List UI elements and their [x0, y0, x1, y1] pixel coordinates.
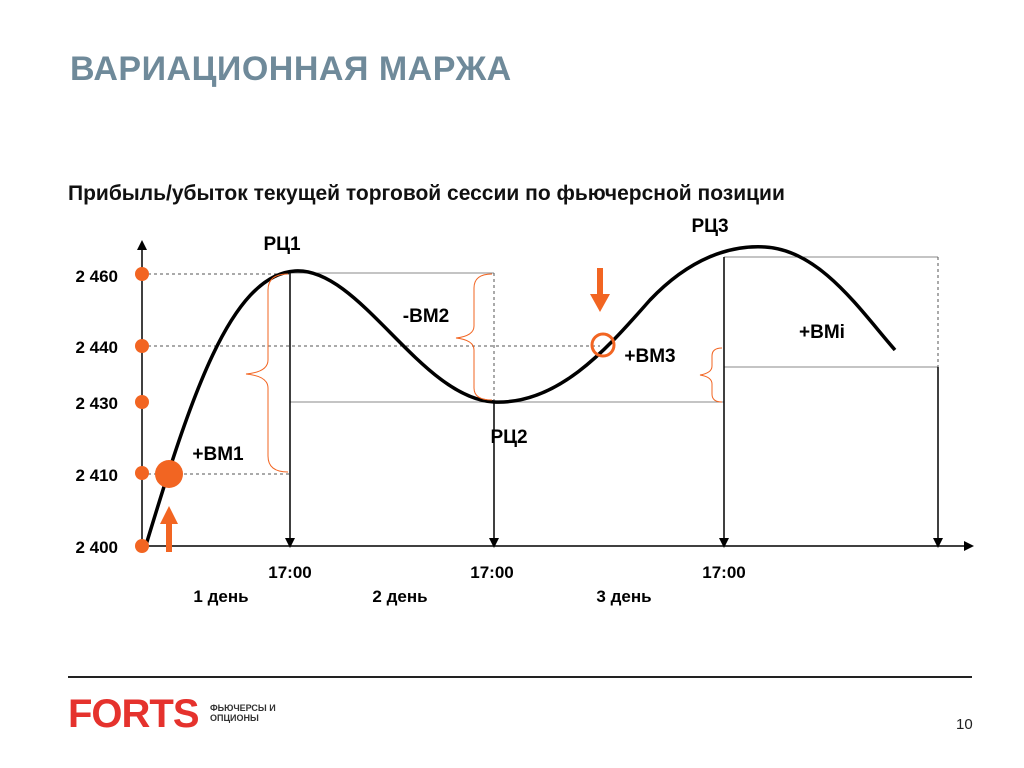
- x-tick-3: 17:00: [702, 563, 745, 582]
- brace-vm2: [455, 273, 493, 401]
- x-tick-2: 17:00: [470, 563, 513, 582]
- brace-vm1: [245, 273, 289, 473]
- page-number: 10: [956, 716, 973, 733]
- price-curve: [144, 245, 897, 546]
- tick-dot-2410: [135, 466, 149, 480]
- day-label-2: 2 день: [372, 587, 427, 606]
- y-tick-2400: 2 400: [75, 538, 118, 557]
- y-tick-2410: 2 410: [75, 466, 118, 485]
- tick-dot-2400: [135, 539, 149, 553]
- forts-logo: FORTS: [68, 692, 200, 736]
- tick-dot-2460: [135, 267, 149, 281]
- day-label-1: 1 день: [193, 587, 248, 606]
- y-tick-2440: 2 440: [75, 338, 118, 357]
- label-vm3: +ВМ3: [624, 346, 675, 367]
- y-tick-2430: 2 430: [75, 394, 118, 413]
- forts-logo-subtitle: ФЬЮЧЕРСЫ И ОПЦИОНЫ: [210, 703, 276, 723]
- footer-divider: [68, 676, 972, 678]
- tick-dot-2430: [135, 395, 149, 409]
- label-rc1: РЦ1: [263, 234, 301, 255]
- x-tick-1: 17:00: [268, 563, 311, 582]
- current-arrow-icon: [590, 268, 610, 312]
- label-rc2: РЦ2: [490, 427, 527, 448]
- label-vmi: +ВМi: [799, 322, 845, 343]
- label-vm1: +ВМ1: [192, 444, 244, 465]
- buy-arrow-icon: [160, 506, 178, 552]
- brace-vm3: [699, 347, 723, 403]
- label-rc3: РЦ3: [691, 216, 728, 237]
- slide-subtitle: Прибыль/убыток текущей торговой сессии п…: [68, 182, 785, 205]
- current-point: [590, 332, 616, 358]
- tick-dot-2440: [135, 339, 149, 353]
- day-label-3: 3 день: [596, 587, 651, 606]
- slide-title: ВАРИАЦИОННАЯ МАРЖА: [70, 50, 512, 88]
- y-tick-2460: 2 460: [75, 267, 118, 286]
- entry-point: [155, 460, 183, 488]
- label-vm2: -ВМ2: [403, 306, 449, 327]
